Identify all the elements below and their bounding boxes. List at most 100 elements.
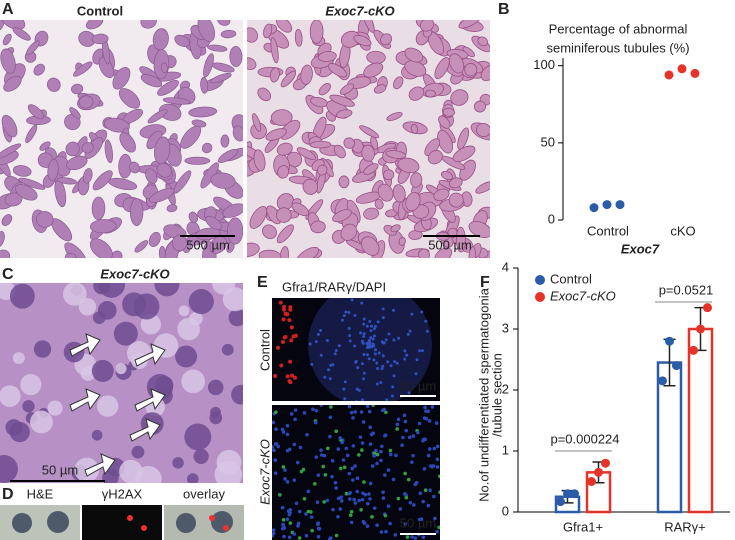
nucleus xyxy=(355,387,359,391)
label: Exoc7-cKO xyxy=(325,3,394,18)
nucleus xyxy=(380,444,384,449)
cell xyxy=(176,513,196,533)
tubule xyxy=(318,50,337,63)
nucleus xyxy=(358,435,363,439)
nucleus xyxy=(407,391,411,395)
stain xyxy=(288,359,293,364)
tubule xyxy=(162,97,191,105)
tubule xyxy=(66,155,88,171)
tubule xyxy=(353,34,372,47)
nucleus xyxy=(379,449,383,454)
nucleus xyxy=(338,436,342,440)
cell xyxy=(33,340,52,358)
nucleus xyxy=(403,349,407,353)
nucleus xyxy=(349,410,354,415)
label: 50 xyxy=(541,134,555,149)
tubule xyxy=(309,140,332,149)
cell xyxy=(222,287,243,312)
tubule xyxy=(438,115,451,129)
nucleus xyxy=(392,308,396,312)
image xyxy=(0,20,243,258)
nucleus xyxy=(333,480,338,485)
nucleus xyxy=(348,497,352,501)
nucleus xyxy=(376,320,380,324)
nucleus xyxy=(372,327,376,331)
tubule xyxy=(253,149,266,172)
tubule xyxy=(418,248,430,258)
tubule xyxy=(397,157,420,174)
nucleus xyxy=(393,533,398,537)
nucleus xyxy=(408,329,412,333)
label: 50 µm xyxy=(400,515,436,530)
label: Exoc7-cKO xyxy=(550,288,616,303)
label: /tubule section xyxy=(489,353,504,437)
tubule xyxy=(363,20,375,33)
nucleus xyxy=(316,534,321,539)
nucleus xyxy=(308,342,312,346)
tubule xyxy=(140,74,163,88)
cell xyxy=(184,423,212,451)
tubule xyxy=(296,147,316,160)
label: 500 µm xyxy=(186,237,230,252)
nucleus xyxy=(285,480,290,484)
nucleus xyxy=(355,476,360,481)
nucleus xyxy=(323,473,328,477)
label: 500 µm xyxy=(428,237,472,252)
stain xyxy=(281,317,286,322)
nucleus xyxy=(431,464,436,468)
nucleus xyxy=(381,364,385,368)
tubule xyxy=(158,245,166,258)
cell xyxy=(154,283,180,297)
nucleus xyxy=(333,352,337,356)
label: 50 µm xyxy=(400,378,436,393)
nucleus xyxy=(321,464,326,469)
tubule xyxy=(71,83,84,95)
tubule xyxy=(173,170,192,194)
nucleus xyxy=(280,505,285,510)
nucleus xyxy=(309,515,314,519)
nucleus xyxy=(429,464,433,468)
tubule xyxy=(410,172,423,188)
nucleus xyxy=(354,360,358,364)
tubule xyxy=(12,27,31,41)
tubule xyxy=(404,47,424,63)
nucleus xyxy=(413,536,418,540)
nucleus xyxy=(369,432,374,437)
nucleus xyxy=(342,387,346,391)
tubule xyxy=(64,242,88,258)
nucleus xyxy=(420,310,424,314)
tubule xyxy=(210,172,236,189)
nucleus xyxy=(368,320,372,324)
cell xyxy=(91,359,114,382)
cell xyxy=(22,400,35,413)
tubule xyxy=(81,142,94,154)
tubule xyxy=(327,63,348,78)
tubule xyxy=(56,177,77,185)
nucleus xyxy=(381,490,385,494)
nucleus xyxy=(373,348,377,352)
stain xyxy=(285,374,290,379)
nucleus xyxy=(375,523,379,527)
image xyxy=(247,20,490,258)
tubule xyxy=(339,83,355,95)
tubule xyxy=(252,113,262,132)
nucleus xyxy=(386,360,390,364)
nucleus xyxy=(406,477,411,482)
nucleus xyxy=(316,526,321,531)
dot xyxy=(589,203,599,213)
tubule xyxy=(359,125,380,139)
tubule xyxy=(166,204,178,213)
nucleus xyxy=(376,367,380,371)
nucleus xyxy=(422,467,427,471)
nucleus xyxy=(362,322,366,326)
nucleus xyxy=(365,345,369,349)
tubule xyxy=(0,231,5,248)
label: RARγ xyxy=(318,279,352,294)
tubule xyxy=(318,82,331,96)
nucleus xyxy=(382,341,386,345)
tubule xyxy=(64,252,77,258)
tubule xyxy=(477,36,488,47)
tubule xyxy=(91,196,106,221)
tubule xyxy=(156,162,172,178)
nucleus xyxy=(336,514,340,519)
